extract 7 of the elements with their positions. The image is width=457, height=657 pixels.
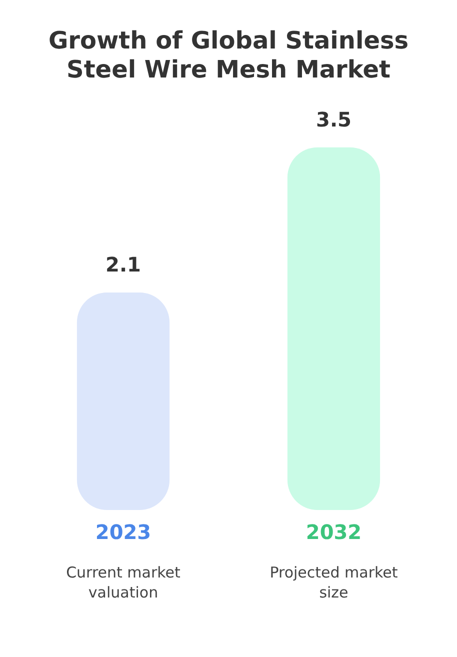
data-label: 2.1 [106, 252, 141, 277]
x-tick-label: 2032 [306, 520, 362, 544]
text: Current market valuation [66, 563, 181, 602]
data-label: 3.5 [316, 108, 352, 132]
chart-title: Growth of Global Stainless Steel Wire Mesh Market [48, 26, 409, 84]
text: Projected market size [270, 563, 398, 602]
x-tick-label: 2023 [95, 520, 152, 544]
